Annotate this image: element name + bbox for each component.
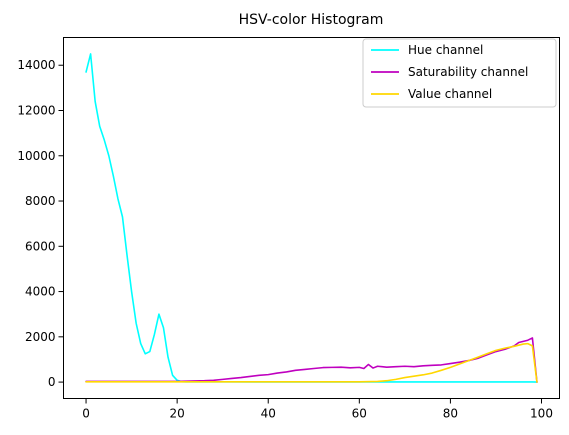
plot-frame (63, 37, 560, 399)
y-tick-label: 0 (48, 375, 56, 389)
series-layer (85, 53, 538, 383)
legend-label: Value channel (408, 87, 492, 101)
y-tick-label: 6000 (25, 239, 56, 253)
plot-area (63, 37, 560, 399)
y-tick-label: 12000 (17, 103, 55, 117)
x-tick-label: 80 (443, 407, 458, 421)
y-tick-label: 10000 (17, 149, 55, 163)
x-tick-label: 60 (352, 407, 367, 421)
y-tick-label: 4000 (25, 285, 56, 299)
x-tick-label: 20 (169, 407, 184, 421)
x-axis: 0 20 40 60 80 100 (82, 398, 553, 421)
x-tick-label: 0 (82, 407, 90, 421)
y-tick-label: 8000 (25, 194, 56, 208)
series-line-value-channel (85, 342, 538, 383)
y-axis: 0 2000 4000 6000 8000 10000 12000 14000 (17, 58, 64, 389)
x-tick-label: 40 (261, 407, 276, 421)
y-tick-label: 14000 (17, 58, 55, 72)
legend-items: Hue channel Saturability channel Value cha… (371, 43, 528, 101)
legend-box (362, 38, 557, 108)
x-tick-label: 100 (530, 407, 553, 421)
y-tick-label: 2000 (25, 330, 56, 344)
legend-label: Hue channel (408, 43, 483, 57)
legend: Hue channel Saturability channel Value cha… (362, 38, 557, 108)
series-line-saturability-channel (85, 337, 538, 383)
legend-label: Saturability channel (408, 65, 528, 79)
chart-title: HSV-color Histogram (239, 12, 384, 28)
